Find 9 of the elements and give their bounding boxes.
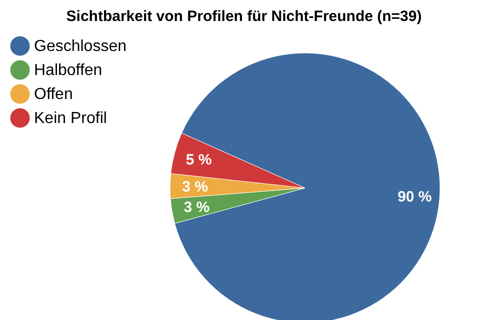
legend-label: Halboffen (34, 62, 102, 79)
data-label: 3 % (184, 198, 210, 216)
data-label: 90 % (398, 188, 432, 206)
legend-label: Geschlossen (34, 38, 126, 55)
data-label: 3 % (182, 178, 208, 196)
chart-title: Sichtbarkeit von Profilen für Nicht-Freunde (n=39) (66, 8, 422, 25)
legend-label: Kein Profil (34, 110, 107, 127)
data-label: 5 % (186, 151, 212, 168)
legend-label: Offen (34, 86, 73, 103)
